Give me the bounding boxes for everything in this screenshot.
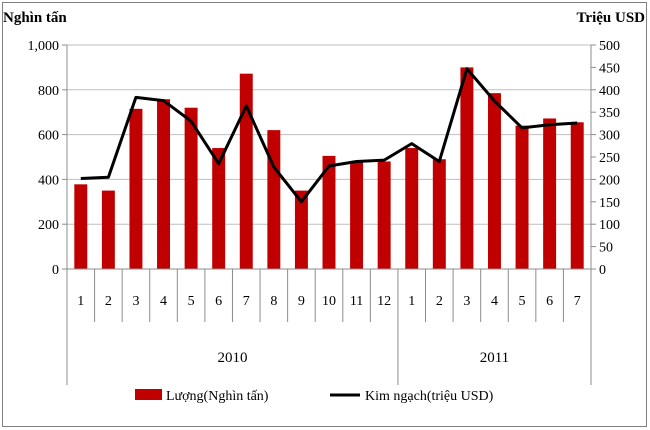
bar <box>377 161 391 269</box>
right-tick-label: 50 <box>599 241 613 256</box>
bar <box>129 108 143 269</box>
line-series <box>80 67 578 204</box>
year-groups: 2010 2011 <box>217 350 509 366</box>
category-label: 8 <box>270 294 277 309</box>
bar <box>487 93 501 269</box>
bar <box>432 159 446 269</box>
category-label: 6 <box>215 294 222 309</box>
category-label: 7 <box>574 294 581 309</box>
left-tick-label: 1,000 <box>28 39 60 54</box>
right-tick-label: 150 <box>599 196 620 211</box>
category-label: 5 <box>519 294 526 309</box>
left-tick-label: 200 <box>38 218 59 233</box>
bar <box>267 130 281 269</box>
bar <box>405 148 419 269</box>
right-tick-label: 350 <box>599 106 620 121</box>
right-tick-label: 100 <box>599 218 620 233</box>
category-label: 4 <box>160 294 167 309</box>
year-label: 2010 <box>217 350 247 366</box>
category-label: 11 <box>350 294 363 309</box>
bar <box>184 107 198 269</box>
series-line <box>80 67 578 204</box>
bar <box>350 161 364 269</box>
legend: Lượng(Nghìn tấn) Kim ngạch(triệu USD) <box>135 389 494 404</box>
legend-bar-label: Lượng(Nghìn tấn) <box>166 389 269 404</box>
right-tick-label: 200 <box>599 173 620 188</box>
category-label: 3 <box>132 294 139 309</box>
category-label: 12 <box>377 294 391 309</box>
right-tick-labels: 0 50 100 150 200 250 300 350 400 450 500 <box>599 39 620 278</box>
category-label: 2 <box>105 294 112 309</box>
bar <box>101 190 115 269</box>
left-tick-label: 0 <box>52 263 59 278</box>
legend-bar-swatch <box>135 389 162 400</box>
category-label: 3 <box>463 294 470 309</box>
left-tick-label: 800 <box>38 84 59 99</box>
right-tick-label: 250 <box>599 151 620 166</box>
category-label: 6 <box>546 294 553 309</box>
bar <box>543 118 557 269</box>
category-label: 10 <box>322 294 336 309</box>
left-tick-labels: 0 200 400 600 800 1,000 <box>28 39 60 278</box>
bar <box>239 73 253 269</box>
bar <box>515 125 529 269</box>
right-tick-label: 500 <box>599 39 620 54</box>
year-label: 2011 <box>480 350 509 366</box>
left-tick-label: 400 <box>38 173 59 188</box>
category-labels: 1 2 3 4 5 6 7 8 9 10 11 12 1 2 3 4 5 6 7 <box>77 294 580 309</box>
left-tick-label: 600 <box>38 129 59 144</box>
bar <box>74 184 88 269</box>
category-label: 5 <box>188 294 195 309</box>
axes <box>62 44 596 385</box>
right-tick-label: 400 <box>599 84 620 99</box>
bar <box>212 148 226 269</box>
category-label: 7 <box>243 294 250 309</box>
right-tick-label: 300 <box>599 129 620 144</box>
bar <box>322 155 336 269</box>
right-tick-label: 450 <box>599 61 620 76</box>
bar <box>294 190 308 269</box>
bar-series <box>74 67 584 270</box>
bar <box>460 67 474 270</box>
bar <box>157 99 171 269</box>
right-axis-unit: Triệu USD <box>577 10 646 26</box>
category-label: 1 <box>77 294 84 309</box>
left-axis-unit: Nghìn tấn <box>3 10 67 26</box>
category-label: 9 <box>298 294 305 309</box>
category-label: 2 <box>436 294 443 309</box>
legend-line-label: Kim ngạch(triệu USD) <box>365 389 494 404</box>
right-tick-label: 0 <box>599 263 606 278</box>
category-label: 4 <box>491 294 498 309</box>
category-label: 1 <box>408 294 415 309</box>
bar <box>570 122 584 269</box>
